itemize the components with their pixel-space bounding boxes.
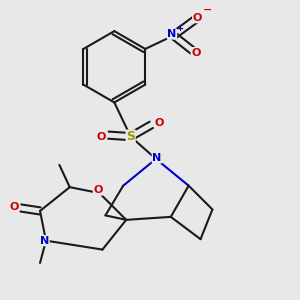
Text: +: + bbox=[176, 24, 184, 33]
Text: O: O bbox=[191, 47, 200, 58]
Text: N: N bbox=[167, 29, 177, 39]
Text: S: S bbox=[126, 130, 135, 143]
Text: N: N bbox=[152, 153, 161, 163]
Text: O: O bbox=[93, 185, 103, 195]
Text: O: O bbox=[96, 132, 106, 142]
Text: O: O bbox=[10, 202, 19, 212]
Text: N: N bbox=[40, 236, 49, 246]
Text: O: O bbox=[193, 13, 202, 23]
Text: −: − bbox=[203, 5, 212, 15]
Text: O: O bbox=[154, 118, 164, 128]
